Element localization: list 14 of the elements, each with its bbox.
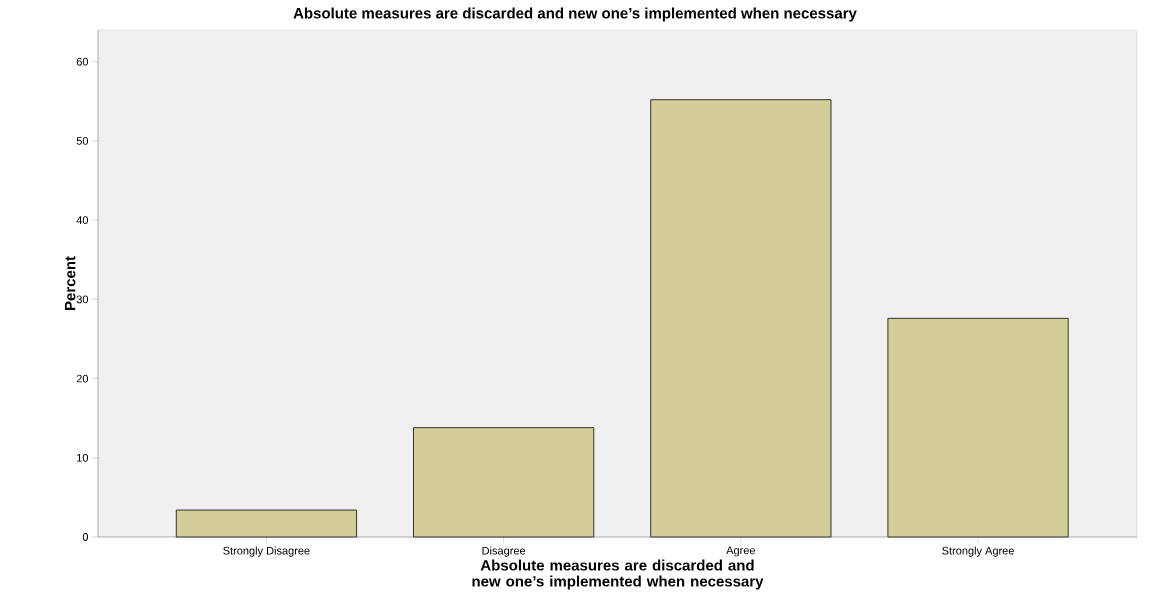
x-tick-label: Disagree bbox=[482, 546, 526, 557]
y-tick-label: 40 bbox=[76, 216, 89, 225]
y-tick-label: 60 bbox=[76, 57, 89, 66]
x-axis-title: Absolute measures are discarded and new one’s implemented when necessary bbox=[472, 559, 764, 590]
x-tick-label: Strongly Disagree bbox=[223, 546, 310, 557]
x-tick-label: Agree bbox=[726, 546, 756, 557]
y-tick-label: 30 bbox=[76, 295, 89, 304]
y-tick-label: 0 bbox=[82, 533, 89, 541]
chart-title: Absolute measures are discarded and new one’s implemented when necessary bbox=[293, 7, 857, 22]
y-tick-label: 10 bbox=[77, 453, 89, 462]
x-tick-label: Strongly Agree bbox=[942, 546, 1014, 557]
y-tick-label: 20 bbox=[76, 374, 89, 383]
y-axis-title: Percent bbox=[64, 256, 76, 311]
y-tick-label: 50 bbox=[76, 137, 89, 145]
